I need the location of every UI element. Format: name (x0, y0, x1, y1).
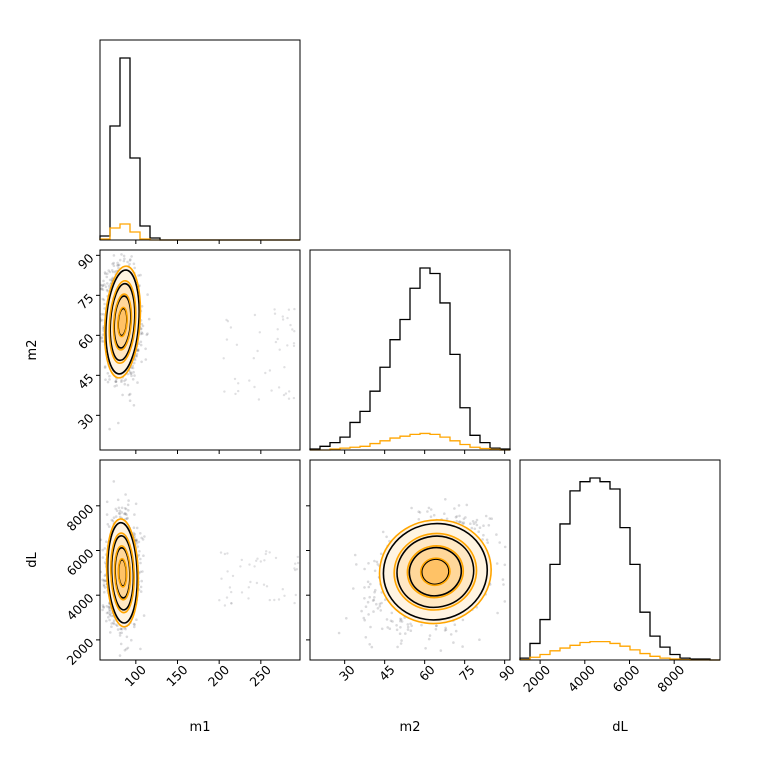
contour-black-m2_dL-2 (408, 546, 463, 597)
joint-m2_dL-plot-area (337, 498, 507, 652)
contour-orange-m2_dL-2 (406, 545, 465, 599)
x-tick-label-m1: 200 (205, 662, 233, 690)
x-tick-label-dL: 2000 (520, 662, 553, 695)
contour-orange-m1_dL-2 (113, 545, 132, 601)
contour-orange-m2_dL-1 (393, 532, 478, 611)
contour-black-m1_m2-0 (105, 269, 140, 375)
contour-black-m1_dL-0 (106, 521, 139, 624)
axes-frame-m1_m2 (99, 249, 301, 451)
axes-frame-m2_dL (309, 459, 511, 661)
x-tick-label-dL: 8000 (654, 662, 687, 695)
histogram-dL (519, 459, 721, 661)
joint-m1_m2 (99, 249, 301, 451)
contour-orange-m1_dL-0 (105, 518, 140, 628)
contour-orange-m1_m2-2 (112, 293, 133, 351)
y-tick-label-dL: 4000 (64, 590, 97, 623)
density-fill-m2_dL-3 (420, 558, 450, 586)
histogram-dL-orange-series (519, 640, 720, 661)
contour-orange-m1_m2-3 (117, 306, 128, 338)
joint-m1_dL (99, 459, 301, 661)
y-tick-label-m2: 45 (75, 370, 97, 392)
histogram-m2-orange-series (310, 432, 510, 451)
contour-black-m2_dL-3 (420, 558, 450, 586)
histogram-m2-black-series (309, 267, 511, 450)
x-axis-label-m1: m1 (190, 720, 211, 735)
contour-black-m2_dL-0 (382, 522, 489, 621)
contour-orange-m2_dL-3 (419, 557, 451, 587)
contour-orange-m1_m2-0 (103, 265, 142, 379)
x-axis-label-m2: m2 (400, 720, 421, 735)
joint-m1_dL-plot-area (100, 480, 300, 657)
contour-orange-m2_dL-0 (378, 519, 492, 625)
histogram-m1-orange-series (99, 223, 300, 241)
contour-black-m1_m2-1 (109, 282, 136, 362)
x-tick-label-m2: 75 (456, 662, 478, 684)
contour-black-m2_dL-1 (396, 535, 475, 609)
x-tick-label-m2: 45 (376, 662, 398, 684)
x-tick-label-m1: 100 (122, 662, 150, 690)
y-tick-label-dL: 2000 (64, 635, 97, 668)
axes-frame-m1 (99, 39, 301, 241)
y-tick-label-m2: 30 (75, 410, 97, 432)
contour-black-m1_dL-1 (110, 535, 135, 611)
histogram-m1 (99, 39, 301, 241)
contour-orange-m1_dL-1 (109, 532, 136, 614)
axes-frame-dL (519, 459, 721, 661)
histogram-m1-black-series (99, 57, 300, 241)
contour-orange-m1_dL-3 (117, 557, 128, 588)
axes-frame-m2 (309, 249, 511, 451)
y-tick-label-m2: 60 (75, 330, 97, 352)
joint-m1_m2-plot-area (100, 253, 296, 431)
x-tick-label-m2: 90 (496, 662, 518, 684)
joint-m2_dL (309, 459, 511, 661)
y-tick-label-dL: 6000 (64, 546, 97, 579)
y-tick-label-dL: 8000 (64, 501, 97, 534)
x-tick-label-m2: 60 (416, 662, 438, 684)
axes-frame-m1_dL (99, 459, 301, 661)
x-tick-label-m1: 250 (247, 662, 275, 690)
x-axis-label-dL: dL (612, 720, 628, 735)
x-tick-label-m1: 150 (163, 662, 191, 690)
histogram-dL-black-series (519, 477, 720, 661)
x-tick-label-m2: 30 (336, 662, 358, 684)
contour-orange-m1_m2-1 (108, 279, 137, 365)
x-tick-label-dL: 6000 (610, 662, 643, 695)
y-tick-label-m2: 90 (75, 250, 97, 272)
histogram-m2 (309, 249, 511, 451)
y-tick-label-m2: 75 (75, 290, 97, 312)
y-axis-label-m2: m2 (25, 340, 40, 361)
x-tick-label-dL: 4000 (565, 662, 598, 695)
density-fill-m1_dL-3 (118, 558, 127, 587)
y-axis-label-dL: dL (25, 551, 40, 567)
